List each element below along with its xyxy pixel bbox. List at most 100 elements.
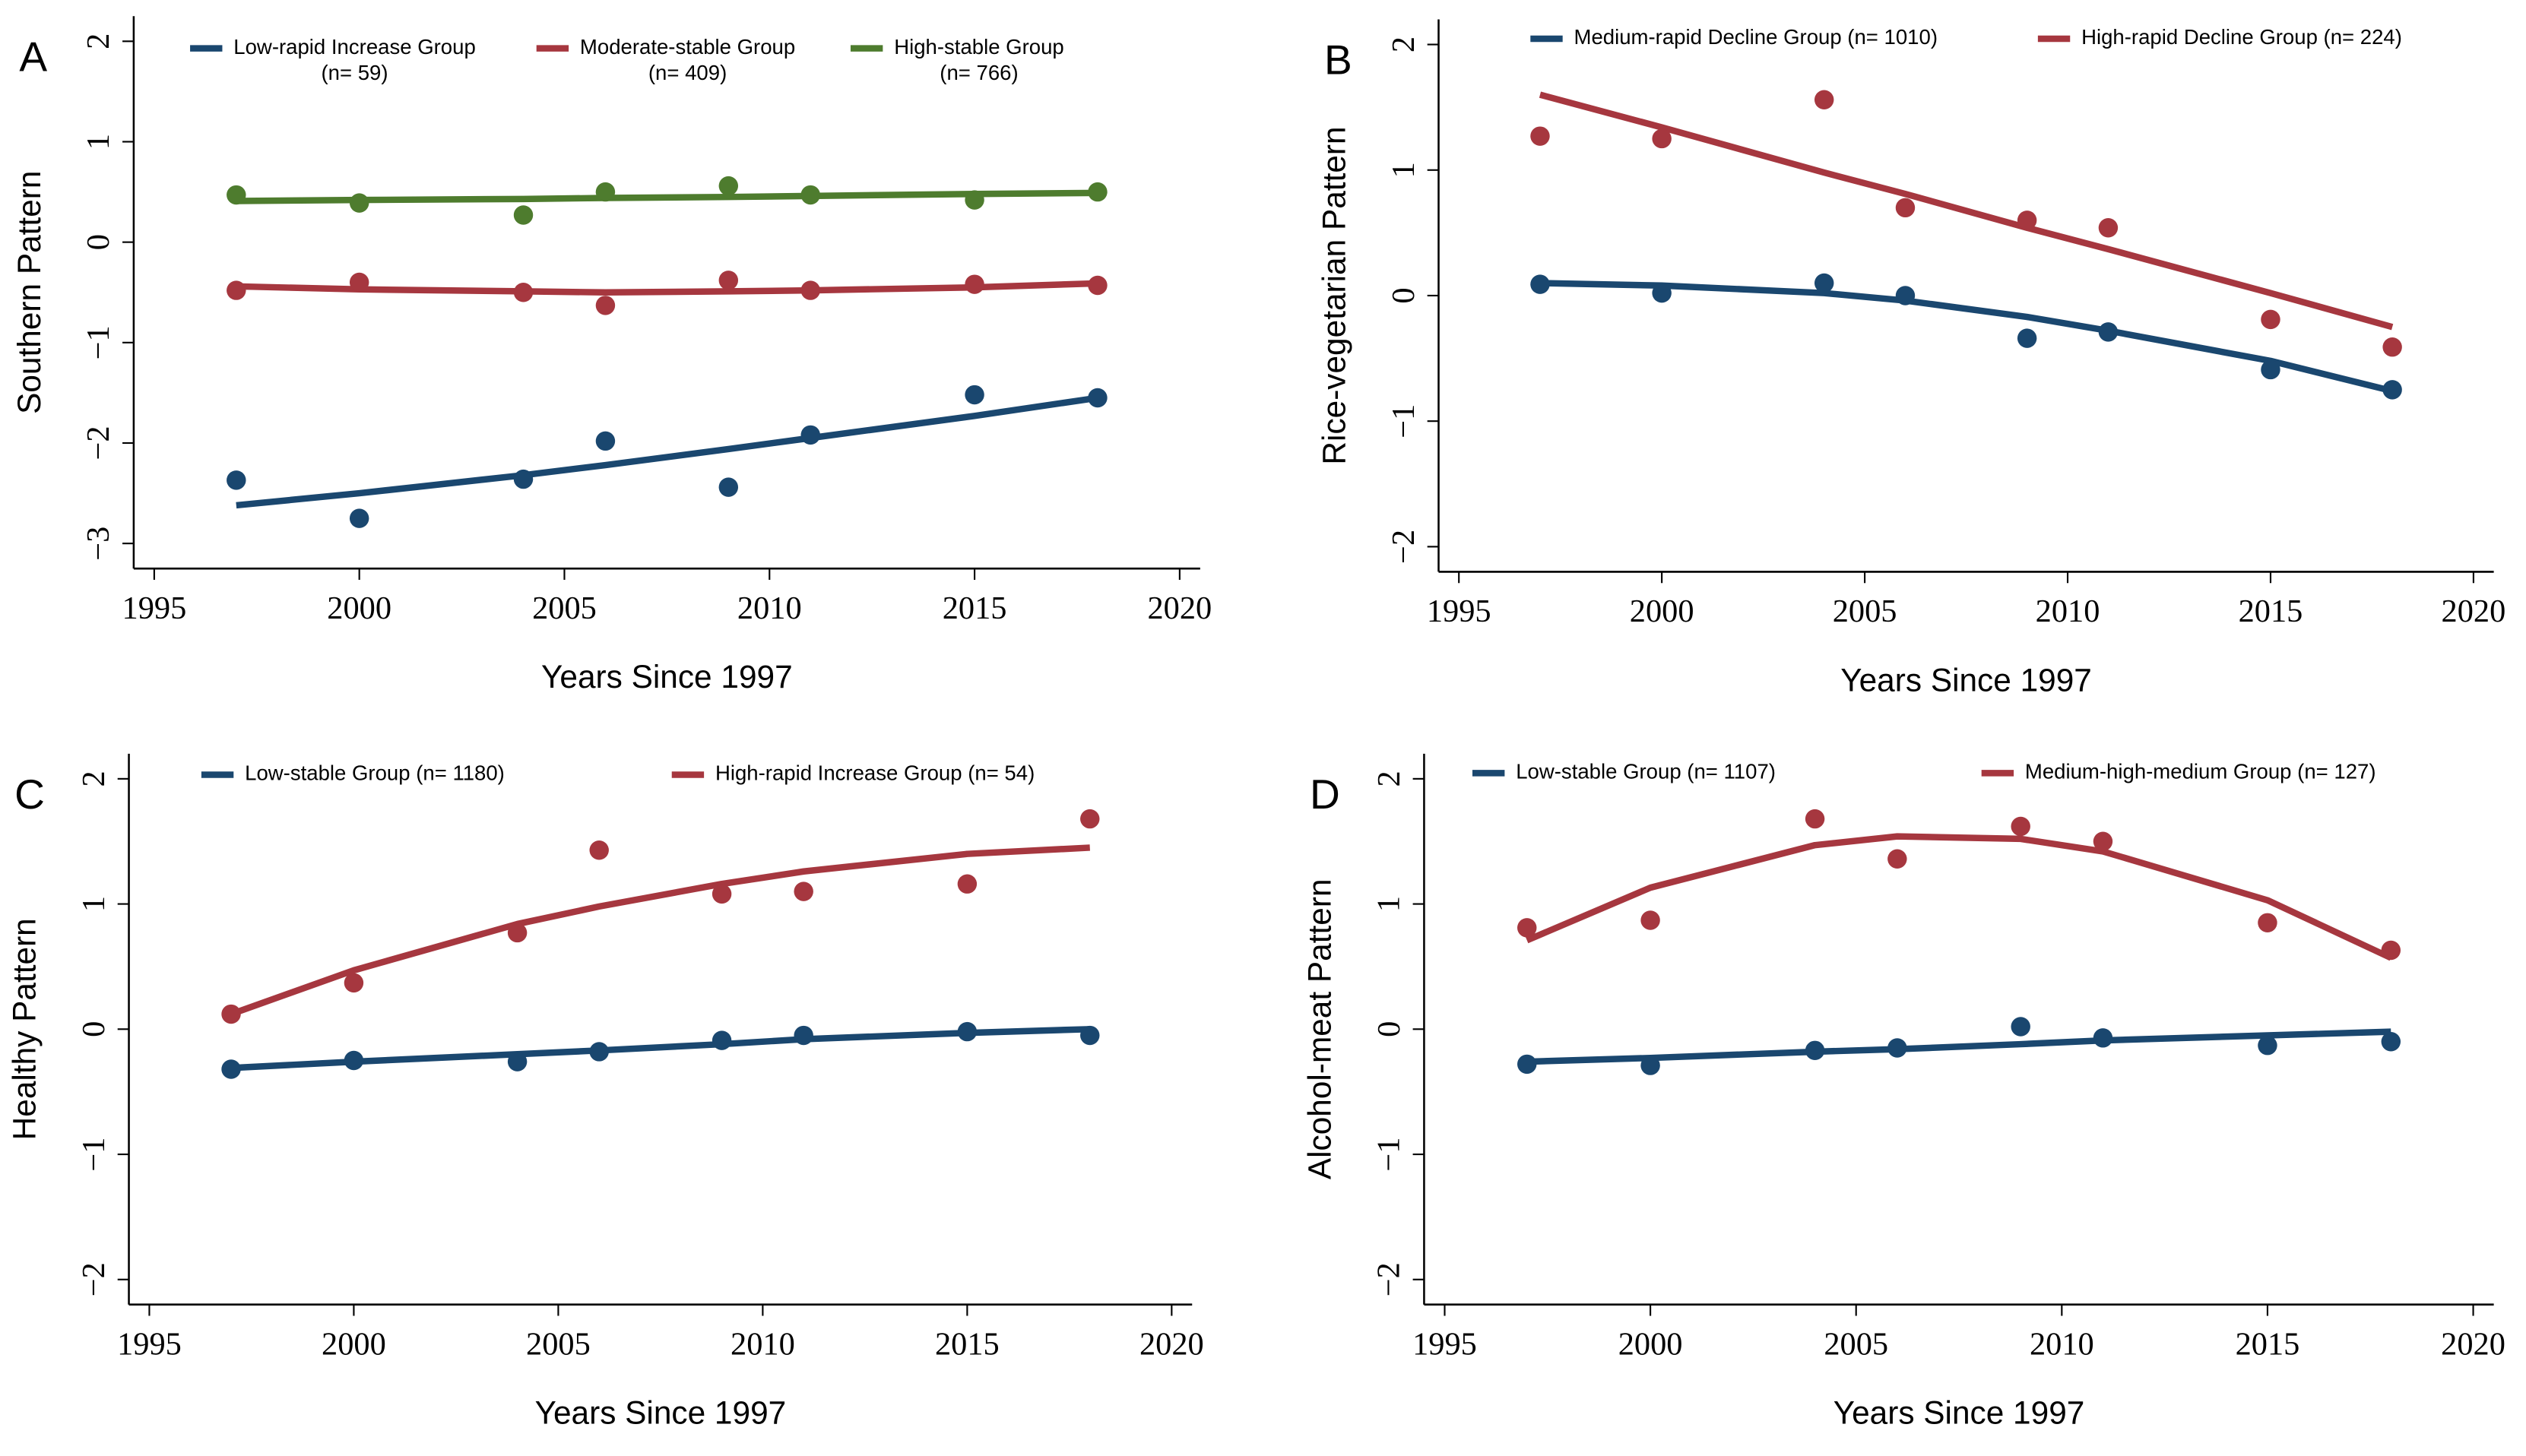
panel-label: D [1310,771,1340,818]
legend-label: (n= 59) [322,61,388,84]
x-tick-label: 2020 [1139,1326,1204,1362]
y-tick-label: −3 [81,527,116,561]
y-axis-title: Rice-vegetarian Pattern [1317,126,1352,464]
point [2017,210,2037,230]
legend-label: Low-stable Group (n= 1107) [1516,760,1776,783]
y-tick-label: 2 [1386,36,1421,52]
point [1640,910,1660,930]
point [1805,809,1825,829]
y-tick-label: 2 [81,33,116,49]
point [1088,275,1108,296]
x-tick-label: 2000 [1630,593,1694,629]
legend-label: Low-stable Group (n= 1180) [245,761,505,785]
x-tick-label: 2005 [1833,593,1897,629]
x-tick-label: 2020 [2441,1326,2505,1362]
point [595,431,616,451]
point [794,882,813,901]
point [718,271,739,290]
point [227,470,246,490]
panel-label: A [19,33,47,80]
x-axis-title: Years Since 1997 [1833,1395,2085,1431]
point [595,182,616,202]
point [221,1004,241,1024]
legend-label: High-rapid Decline Group (n= 224) [2081,25,2402,49]
x-tick-label: 2000 [322,1326,386,1362]
point [2011,816,2030,837]
y-axis-title: Southern Pattern [11,171,47,414]
point [965,274,984,294]
x-tick-label: 2010 [2036,593,2100,629]
point [718,477,739,497]
y-tick-label: −2 [1386,530,1421,564]
point [227,280,246,300]
legend-label: Low-rapid Increase Group [233,35,475,59]
x-axis-title: Years Since 1997 [541,659,793,695]
point [507,1052,528,1071]
point [1088,182,1108,202]
point [2258,913,2277,933]
point [957,1021,978,1042]
y-tick-label: 1 [81,134,116,150]
point [349,508,369,528]
legend-label: Medium-rapid Decline Group (n= 1010) [1574,25,1938,49]
x-tick-label: 2015 [2236,1326,2300,1362]
point [344,973,364,993]
x-axis-title: Years Since 1997 [1840,662,2092,698]
fit-line [1539,280,2394,394]
x-tick-label: 1995 [1427,593,1491,629]
x-tick-label: 2005 [532,590,597,626]
fit-line [230,1026,1090,1071]
point [349,272,369,293]
point [513,469,534,489]
x-tick-label: 2010 [2030,1326,2094,1362]
y-tick-label: 1 [1386,162,1421,178]
point [349,193,369,213]
x-tick-label: 1995 [117,1326,182,1362]
point [227,185,246,205]
y-tick-label: 0 [81,234,116,250]
point [712,884,732,904]
point [2382,380,2402,400]
point [794,1025,813,1046]
legend-label: (n= 409) [648,61,727,84]
point [513,205,534,225]
x-tick-label: 2005 [526,1326,591,1362]
panel: −2 −1 0 1 2 1995 2000 2005 2010 2015 2020 Years Sin… [1302,753,2505,1431]
panel: −2 −1 0 1 2 1995 2000 2005 2010 2015 2020 Years Sin… [1317,19,2505,698]
y-tick-label: −1 [1386,404,1421,438]
point [2093,1028,2113,1048]
x-tick-label: 2015 [935,1326,1000,1362]
point [1530,126,1550,146]
x-tick-label: 2015 [943,590,1007,626]
point [1814,90,1834,109]
point [589,840,609,860]
y-axis-title: Healthy Pattern [7,918,43,1140]
y-tick-label: −1 [1371,1137,1407,1171]
point [589,1042,609,1062]
point [1895,198,1916,218]
point [965,190,984,210]
point [2261,359,2280,380]
point [1080,1025,1100,1046]
point [2381,940,2401,961]
point [513,283,534,302]
point [1517,1054,1537,1075]
point [1080,809,1100,829]
y-tick-label: −2 [1371,1262,1407,1296]
point [800,185,820,205]
point [1887,1038,1907,1058]
point [1895,286,1916,305]
point [2258,1036,2277,1056]
point [718,176,739,196]
point [2261,309,2280,330]
y-tick-label: −2 [76,1262,112,1296]
point [221,1059,241,1079]
point [595,296,616,315]
fit-line [1526,833,2393,961]
panel: −2 −1 0 1 2 1995 2000 2005 2010 2015 2020 Years Sin… [7,753,1204,1431]
x-tick-label: 2000 [327,590,391,626]
point [1814,273,1834,293]
y-tick-label: −2 [81,426,116,460]
point [2093,831,2113,851]
